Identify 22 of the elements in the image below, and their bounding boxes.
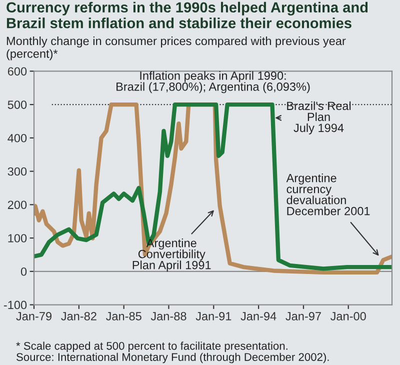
chart-subtitle: Monthly change in consumer prices compared with previous year (percent)*	[6, 36, 346, 60]
y-tick-label: 100	[8, 234, 27, 242]
y-tick-label: 0	[20, 267, 27, 276]
x-tick-label: Jan-82	[61, 312, 96, 320]
x-tick-label: Jan-91	[196, 312, 232, 320]
x-tick-label: Jan-85	[106, 312, 142, 320]
y-tick-label: 500	[8, 100, 27, 109]
y-tick-label: -100	[4, 300, 27, 310]
annotation: Brazil's Real Plan July 1994	[287, 101, 351, 134]
x-tick-label: Jan-97	[286, 312, 321, 320]
text: * Scale capped at 500 percent to facilitate presentation. Source: International Monetary Fund (through December 2002).	[16, 342, 329, 364]
y-tick-label: 600	[8, 67, 27, 76]
x-tick-label: Jan-94	[240, 312, 276, 320]
y-tick-label: 200	[8, 200, 27, 210]
y-tick-label: 400	[8, 134, 27, 142]
y-tick-label: 300	[8, 167, 27, 176]
annotation: Inflation peaks in April 1990: Brazil (17,800%); Argentina (6,093%)	[116, 71, 310, 94]
chart-title: Currency reforms in the 1990s helped Argentina and Brazil stem inflation and stabilize their economies	[6, 2, 368, 28]
x-tick-label: Jan-00	[330, 312, 366, 320]
x-tick-label: Jan-79	[16, 312, 52, 320]
annotation: Argentine currency devaluation December 2001	[286, 174, 370, 216]
x-tick-label: Jan-88	[150, 312, 186, 320]
